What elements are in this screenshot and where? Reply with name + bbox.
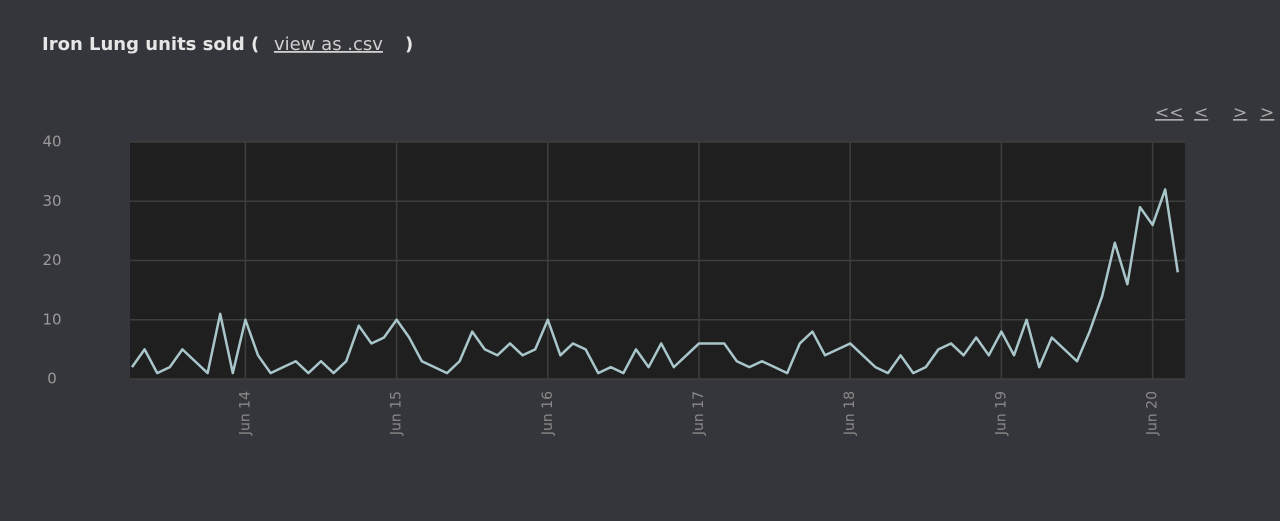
y-tick-label: 10	[42, 310, 61, 328]
x-tick-label: Jun 19	[993, 391, 1009, 436]
nav-last[interactable]: >	[1260, 103, 1274, 123]
x-tick-label: Jun 17	[691, 391, 707, 436]
x-tick-label: Jun 18	[842, 391, 858, 436]
chart-title-end: )	[405, 34, 413, 55]
chart-title: Iron Lung units sold (	[42, 34, 259, 55]
x-tick-label: Jun 15	[389, 391, 405, 436]
x-tick-label: Jun 16	[540, 391, 556, 436]
y-tick-label: 40	[42, 133, 61, 151]
x-tick-label: Jun 14	[237, 391, 253, 436]
y-tick-label: 20	[42, 251, 61, 269]
csv-link[interactable]: view as .csv	[274, 34, 383, 55]
y-tick-label: 30	[42, 192, 61, 210]
nav-prev[interactable]: <	[1194, 103, 1208, 123]
x-tick-label: Jun 20	[1145, 391, 1161, 436]
y-tick-label: 0	[47, 370, 57, 388]
nav-next[interactable]: >	[1233, 103, 1247, 123]
nav-first[interactable]: <<	[1155, 103, 1184, 123]
data-line	[130, 188, 1180, 375]
